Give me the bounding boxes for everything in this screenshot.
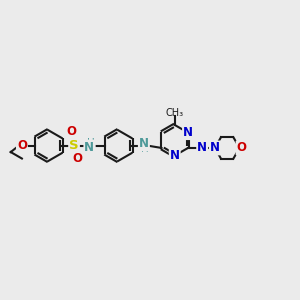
Text: O: O	[17, 139, 27, 152]
Text: O: O	[237, 141, 247, 154]
Text: O: O	[66, 125, 76, 138]
Text: N: N	[84, 141, 94, 154]
Text: N: N	[197, 141, 207, 154]
Text: H: H	[87, 138, 95, 148]
Text: N: N	[139, 137, 149, 150]
Text: S: S	[69, 139, 79, 152]
Text: O: O	[73, 152, 82, 165]
Text: N: N	[170, 149, 180, 162]
Text: N: N	[210, 141, 220, 154]
Text: CH₃: CH₃	[166, 108, 184, 118]
Text: H: H	[141, 144, 148, 154]
Text: N: N	[183, 126, 193, 139]
